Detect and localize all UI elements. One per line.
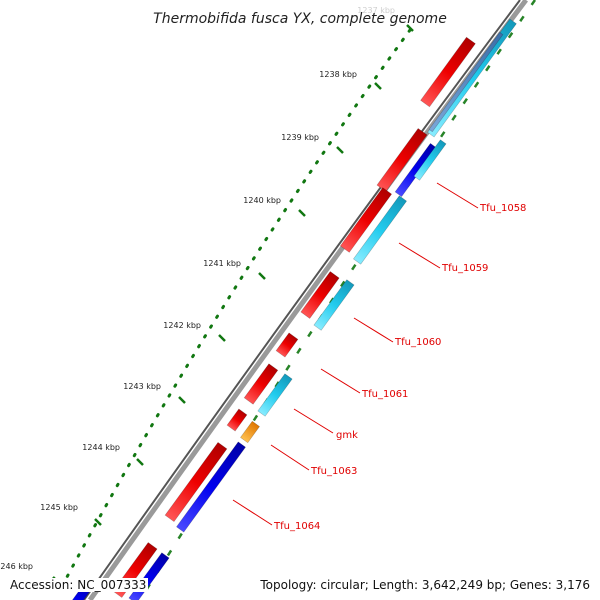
backbone-inner [83,0,521,600]
leader-line [293,408,334,434]
tick-label: 1245 kbp [40,503,78,512]
tick-label: 1242 kbp [163,321,201,330]
tick-label: 1238 kbp [319,70,357,79]
forward-gene [226,408,248,432]
tick-mark [374,82,382,90]
gene-label[interactable]: gmk [336,430,358,441]
gene-label[interactable]: Tfu_1059 [441,263,488,274]
tick-dots [58,28,412,592]
leader-line [232,499,273,526]
tick-mark [94,518,102,526]
leader-line [398,242,441,269]
gene-label[interactable]: Tfu_1064 [273,521,320,532]
forward-gene [420,36,476,108]
accession-text: Accession: NC_007333 [8,578,149,592]
forward-gene [376,128,428,192]
topology-text: Topology: circular; Length: 3,642,249 bp… [258,578,592,592]
tick-mark [298,209,306,217]
tick-mark [406,24,414,32]
forward-gene [275,332,299,358]
gene-label[interactable]: Tfu_1061 [361,389,408,400]
tick-mark [136,458,144,466]
leader-line [320,368,361,394]
gene-label[interactable]: Tfu_1063 [310,466,357,477]
reverse-gene [176,441,246,533]
tick-mark [218,334,226,342]
tick-label: 1237 kbp [357,6,395,15]
forward-gene [339,187,393,253]
reverse-gene [428,31,504,133]
gene-label[interactable]: Tfu_1058 [479,203,526,214]
reverse-gene [257,373,293,417]
gene-label[interactable]: Tfu_1060 [394,337,441,348]
tick-label: 1240 kbp [243,196,281,205]
tick-mark [258,272,266,280]
tick-label: 1241 kbp [203,259,241,268]
tick-label: 1239 kbp [281,133,319,142]
map-title: Thermobifida fusca YX, complete genome [153,11,447,27]
tick-mark [178,396,186,404]
tick-label: 1244 kbp [82,443,120,452]
forward-gene [243,363,279,405]
reverse-gene [313,279,355,331]
tick-mark [336,146,344,154]
tick-label: 1243 kbp [123,382,161,391]
rna-gene [240,420,260,444]
tick-label: 1246 kbp [0,562,33,571]
leader-line [436,182,479,209]
leader-line [353,317,394,343]
reverse-gene [353,195,407,265]
forward-gene [300,271,340,319]
forward-gene [164,441,228,523]
reverse-gene [413,139,447,181]
leader-line [270,444,310,471]
